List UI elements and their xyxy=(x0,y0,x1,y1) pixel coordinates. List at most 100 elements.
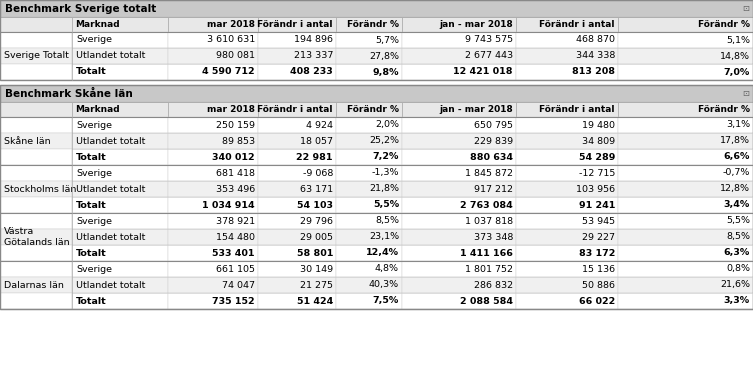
Text: 378 921: 378 921 xyxy=(216,216,255,226)
Bar xyxy=(72,149,168,165)
Text: 250 159: 250 159 xyxy=(216,121,255,129)
Bar xyxy=(72,293,168,309)
Bar xyxy=(618,133,753,149)
Bar xyxy=(258,48,336,64)
Bar xyxy=(516,32,618,48)
Text: 74 047: 74 047 xyxy=(222,280,255,290)
Bar xyxy=(168,165,258,181)
Text: 12,4%: 12,4% xyxy=(366,249,399,257)
Text: 340 012: 340 012 xyxy=(212,152,255,162)
Bar xyxy=(0,102,72,117)
Bar xyxy=(72,245,168,261)
Text: Förändr %: Förändr % xyxy=(698,105,750,114)
Bar xyxy=(516,181,618,197)
Text: 9,8%: 9,8% xyxy=(373,67,399,77)
Text: 917 212: 917 212 xyxy=(474,185,513,193)
Text: Sverige: Sverige xyxy=(76,265,112,273)
Bar xyxy=(72,64,168,80)
Bar xyxy=(402,197,516,213)
Bar xyxy=(336,261,402,277)
Text: 2 088 584: 2 088 584 xyxy=(460,296,513,306)
Bar xyxy=(402,277,516,293)
Text: 735 152: 735 152 xyxy=(212,296,255,306)
Text: 29 005: 29 005 xyxy=(300,232,333,242)
Text: 3 610 631: 3 610 631 xyxy=(207,36,255,44)
Bar xyxy=(258,32,336,48)
Bar xyxy=(516,293,618,309)
Text: 344 338: 344 338 xyxy=(575,51,615,61)
Bar xyxy=(0,85,753,102)
Text: 30 149: 30 149 xyxy=(300,265,333,273)
Text: 650 795: 650 795 xyxy=(474,121,513,129)
Bar xyxy=(168,197,258,213)
Text: 15 136: 15 136 xyxy=(582,265,615,273)
Text: 353 496: 353 496 xyxy=(216,185,255,193)
Bar xyxy=(0,197,72,213)
Bar xyxy=(516,245,618,261)
Bar xyxy=(0,229,72,245)
Text: Sverige: Sverige xyxy=(76,169,112,177)
Bar xyxy=(258,165,336,181)
Text: 3,4%: 3,4% xyxy=(724,200,750,210)
Text: 34 809: 34 809 xyxy=(582,136,615,146)
Text: 373 348: 373 348 xyxy=(474,232,513,242)
Bar xyxy=(0,293,72,309)
Bar xyxy=(0,17,72,32)
Text: ⊡: ⊡ xyxy=(742,4,749,13)
Text: 27,8%: 27,8% xyxy=(369,51,399,61)
Text: 21,6%: 21,6% xyxy=(720,280,750,290)
Text: 53 945: 53 945 xyxy=(582,216,615,226)
Bar xyxy=(0,0,753,17)
Text: 1 801 752: 1 801 752 xyxy=(465,265,513,273)
Bar xyxy=(516,48,618,64)
Text: 1 411 166: 1 411 166 xyxy=(460,249,513,257)
Bar xyxy=(336,213,402,229)
Bar xyxy=(618,261,753,277)
Text: 5,7%: 5,7% xyxy=(375,36,399,44)
Text: 66 022: 66 022 xyxy=(579,296,615,306)
Bar xyxy=(402,32,516,48)
Text: Dalarnas län: Dalarnas län xyxy=(4,280,64,290)
Bar xyxy=(336,48,402,64)
Bar xyxy=(618,213,753,229)
Text: 25,2%: 25,2% xyxy=(369,136,399,146)
Text: 2,0%: 2,0% xyxy=(375,121,399,129)
Text: Stockholms län: Stockholms län xyxy=(4,185,76,193)
Bar xyxy=(618,48,753,64)
Text: -9 068: -9 068 xyxy=(303,169,333,177)
Bar xyxy=(516,64,618,80)
Bar xyxy=(168,149,258,165)
Text: 4 924: 4 924 xyxy=(306,121,333,129)
Text: Förändr %: Förändr % xyxy=(347,105,399,114)
Bar xyxy=(336,17,402,32)
Text: 21,8%: 21,8% xyxy=(369,185,399,193)
Text: 7,0%: 7,0% xyxy=(724,67,750,77)
Text: Utlandet totalt: Utlandet totalt xyxy=(76,232,145,242)
Text: 63 171: 63 171 xyxy=(300,185,333,193)
Text: 2 763 084: 2 763 084 xyxy=(460,200,513,210)
Text: 103 956: 103 956 xyxy=(576,185,615,193)
Text: Förändr i antal: Förändr i antal xyxy=(258,20,333,29)
Bar xyxy=(72,133,168,149)
Text: 6,3%: 6,3% xyxy=(724,249,750,257)
Text: 29 796: 29 796 xyxy=(300,216,333,226)
Bar xyxy=(0,133,72,149)
Text: 194 896: 194 896 xyxy=(294,36,333,44)
Bar xyxy=(0,32,72,48)
Bar xyxy=(516,229,618,245)
Bar xyxy=(0,149,72,165)
Text: Sverige: Sverige xyxy=(76,36,112,44)
Bar xyxy=(258,17,336,32)
Text: 5,5%: 5,5% xyxy=(726,216,750,226)
Bar xyxy=(618,165,753,181)
Bar xyxy=(72,229,168,245)
Bar xyxy=(336,197,402,213)
Bar xyxy=(516,17,618,32)
Bar xyxy=(258,181,336,197)
Bar xyxy=(336,133,402,149)
Text: 21 275: 21 275 xyxy=(300,280,333,290)
Bar xyxy=(402,261,516,277)
Text: 533 401: 533 401 xyxy=(212,249,255,257)
Text: 22 981: 22 981 xyxy=(297,152,333,162)
Text: 6,6%: 6,6% xyxy=(724,152,750,162)
